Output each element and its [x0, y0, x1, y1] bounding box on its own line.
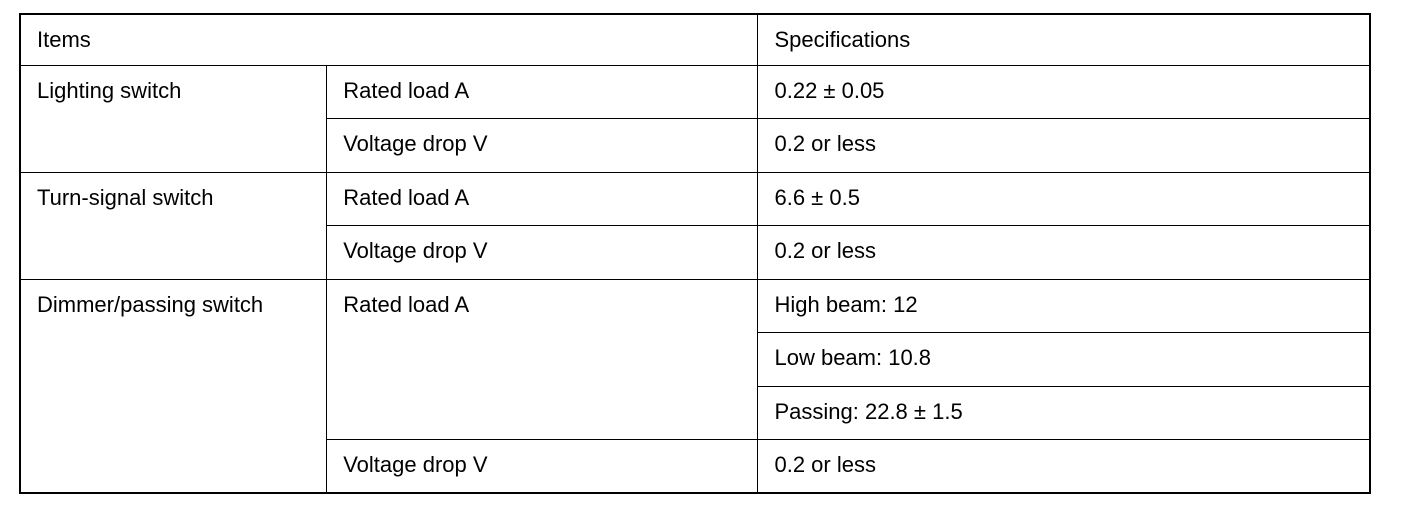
param-cell: Rated load A — [326, 278, 759, 440]
row: Passing: 22.8 ± 1.5 — [20, 385, 1371, 440]
header-row: Items Specifications — [19, 13, 1371, 66]
param-cell: Voltage drop V — [326, 439, 759, 494]
param-cell: Rated load A — [326, 64, 759, 119]
row: Dimmer/passing switch Rated load A High be… — [19, 278, 1371, 494]
spec-cell: 0.2 or less — [757, 439, 1371, 494]
row: Lighting switch Rated load A 0.22 ± 0.05 — [19, 64, 1371, 173]
spec-cell: Low beam: 10.8 — [757, 332, 1371, 387]
header-cell: Items — [19, 13, 759, 66]
header-cell: Specifications — [757, 13, 1371, 66]
param-cell: Rated load A — [326, 171, 759, 226]
spec-cell: 6.6 ± 0.5 — [757, 171, 1371, 226]
row: Voltage drop V 0.2 or less — [20, 118, 1371, 173]
spec-cell: Passing: 22.8 ± 1.5 — [757, 385, 1371, 440]
param-cell: Voltage drop V — [326, 225, 759, 280]
item-cell: Turn-signal switch — [19, 171, 328, 280]
spec-cell: 0.2 or less — [757, 225, 1371, 280]
row: Voltage drop V 0.2 or less — [20, 439, 1371, 494]
row: Turn-signal switch Rated load A 6.6 ± 0.5 — [19, 171, 1371, 280]
param-cell: Voltage drop V — [326, 118, 759, 173]
spec-cell: 0.22 ± 0.05 — [757, 64, 1371, 119]
spec-cell: 0.2 or less — [757, 118, 1371, 173]
spec-cell: High beam: 12 — [757, 278, 1371, 333]
spec-table: Items Specifications Lighting switch Rate… — [19, 13, 1371, 494]
item-cell: Dimmer/passing switch — [19, 278, 328, 494]
item-cell: Lighting switch — [19, 64, 328, 173]
